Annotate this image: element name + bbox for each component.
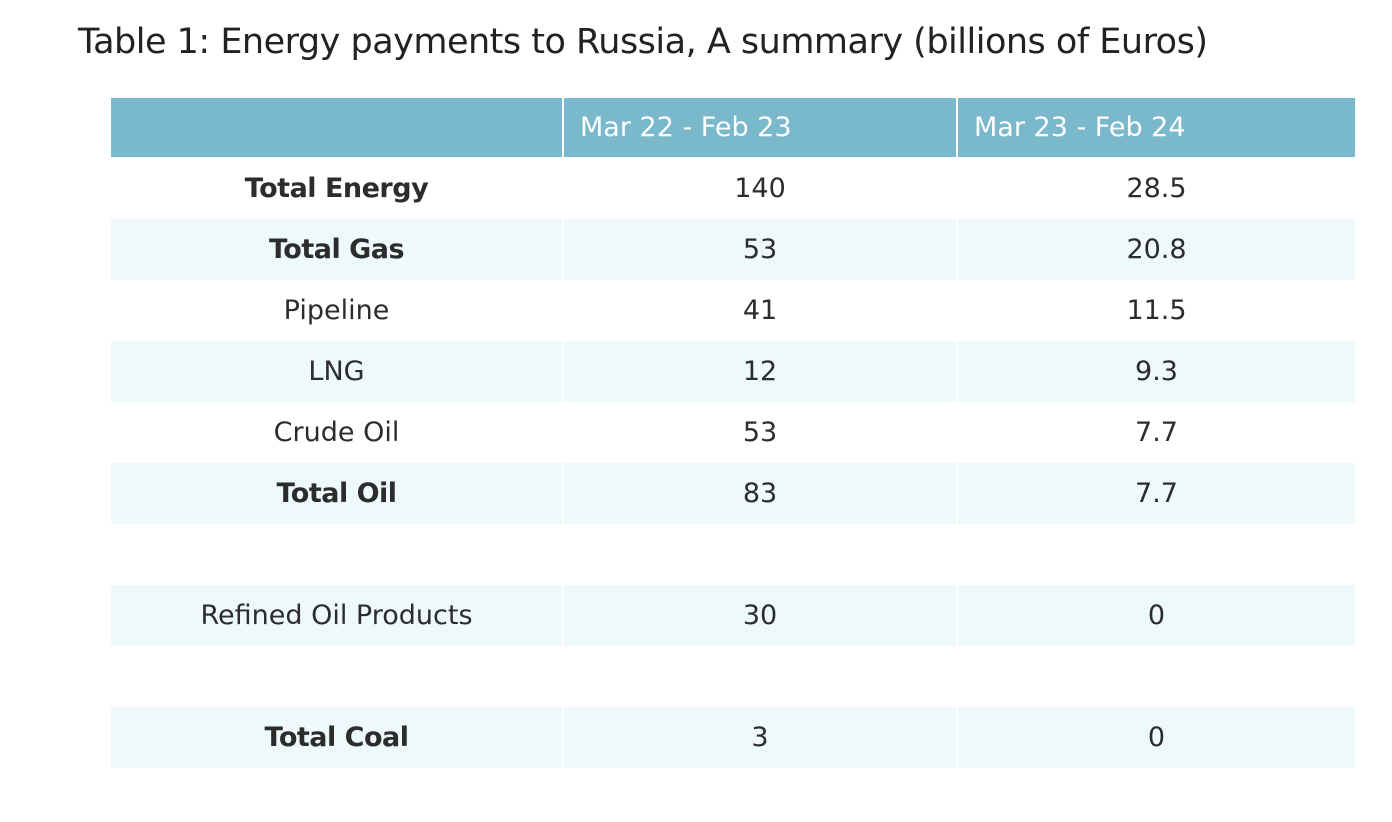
row-label: Total Coal (111, 707, 562, 768)
row-value-period-1: 3 (562, 707, 956, 768)
row-value-period-1 (562, 646, 956, 707)
row-value-period-1: 140 (562, 158, 956, 219)
row-label: Pipeline (111, 280, 562, 341)
row-value-period-2: 28.5 (956, 158, 1355, 219)
row-value-period-2 (956, 646, 1355, 707)
row-label: Total Gas (111, 219, 562, 280)
table-row: LNG 12 9.3 (111, 341, 1355, 402)
row-value-period-1: 30 (562, 585, 956, 646)
row-label: Refined Oil Products (111, 585, 562, 646)
table-row: Total Gas 53 20.8 (111, 219, 1355, 280)
row-value-period-1: 53 (562, 219, 956, 280)
row-value-period-2: 7.7 (956, 402, 1355, 463)
row-value-period-1: 83 (562, 463, 956, 524)
table-row: Crude Oil 53 7.7 (111, 402, 1355, 463)
header-cell-period-2: Mar 23 - Feb 24 (956, 98, 1355, 158)
table-row: Refined Oil Products 30 0 (111, 585, 1355, 646)
energy-payments-table: Mar 22 - Feb 23 Mar 23 - Feb 24 Total En… (111, 98, 1355, 768)
row-value-period-2: 11.5 (956, 280, 1355, 341)
table-row-spacer (111, 524, 1355, 585)
table-row-spacer (111, 646, 1355, 707)
table-row: Total Coal 3 0 (111, 707, 1355, 768)
header-cell-period-1: Mar 22 - Feb 23 (562, 98, 956, 158)
row-label: LNG (111, 341, 562, 402)
row-value-period-2 (956, 524, 1355, 585)
table-row: Pipeline 41 11.5 (111, 280, 1355, 341)
row-value-period-2: 0 (956, 707, 1355, 768)
table-title: Table 1: Energy payments to Russia, A su… (78, 22, 1208, 62)
row-label: Crude Oil (111, 402, 562, 463)
row-value-period-2: 9.3 (956, 341, 1355, 402)
table-row: Total Oil 83 7.7 (111, 463, 1355, 524)
row-value-period-1 (562, 524, 956, 585)
row-value-period-2: 0 (956, 585, 1355, 646)
row-label: Total Oil (111, 463, 562, 524)
row-label: Total Energy (111, 158, 562, 219)
row-value-period-1: 12 (562, 341, 956, 402)
row-label (111, 524, 562, 585)
header-cell-label (111, 98, 562, 158)
table-row: Total Energy 140 28.5 (111, 158, 1355, 219)
row-label (111, 646, 562, 707)
table-header-row: Mar 22 - Feb 23 Mar 23 - Feb 24 (111, 98, 1355, 158)
row-value-period-1: 53 (562, 402, 956, 463)
row-value-period-2: 20.8 (956, 219, 1355, 280)
row-value-period-2: 7.7 (956, 463, 1355, 524)
row-value-period-1: 41 (562, 280, 956, 341)
